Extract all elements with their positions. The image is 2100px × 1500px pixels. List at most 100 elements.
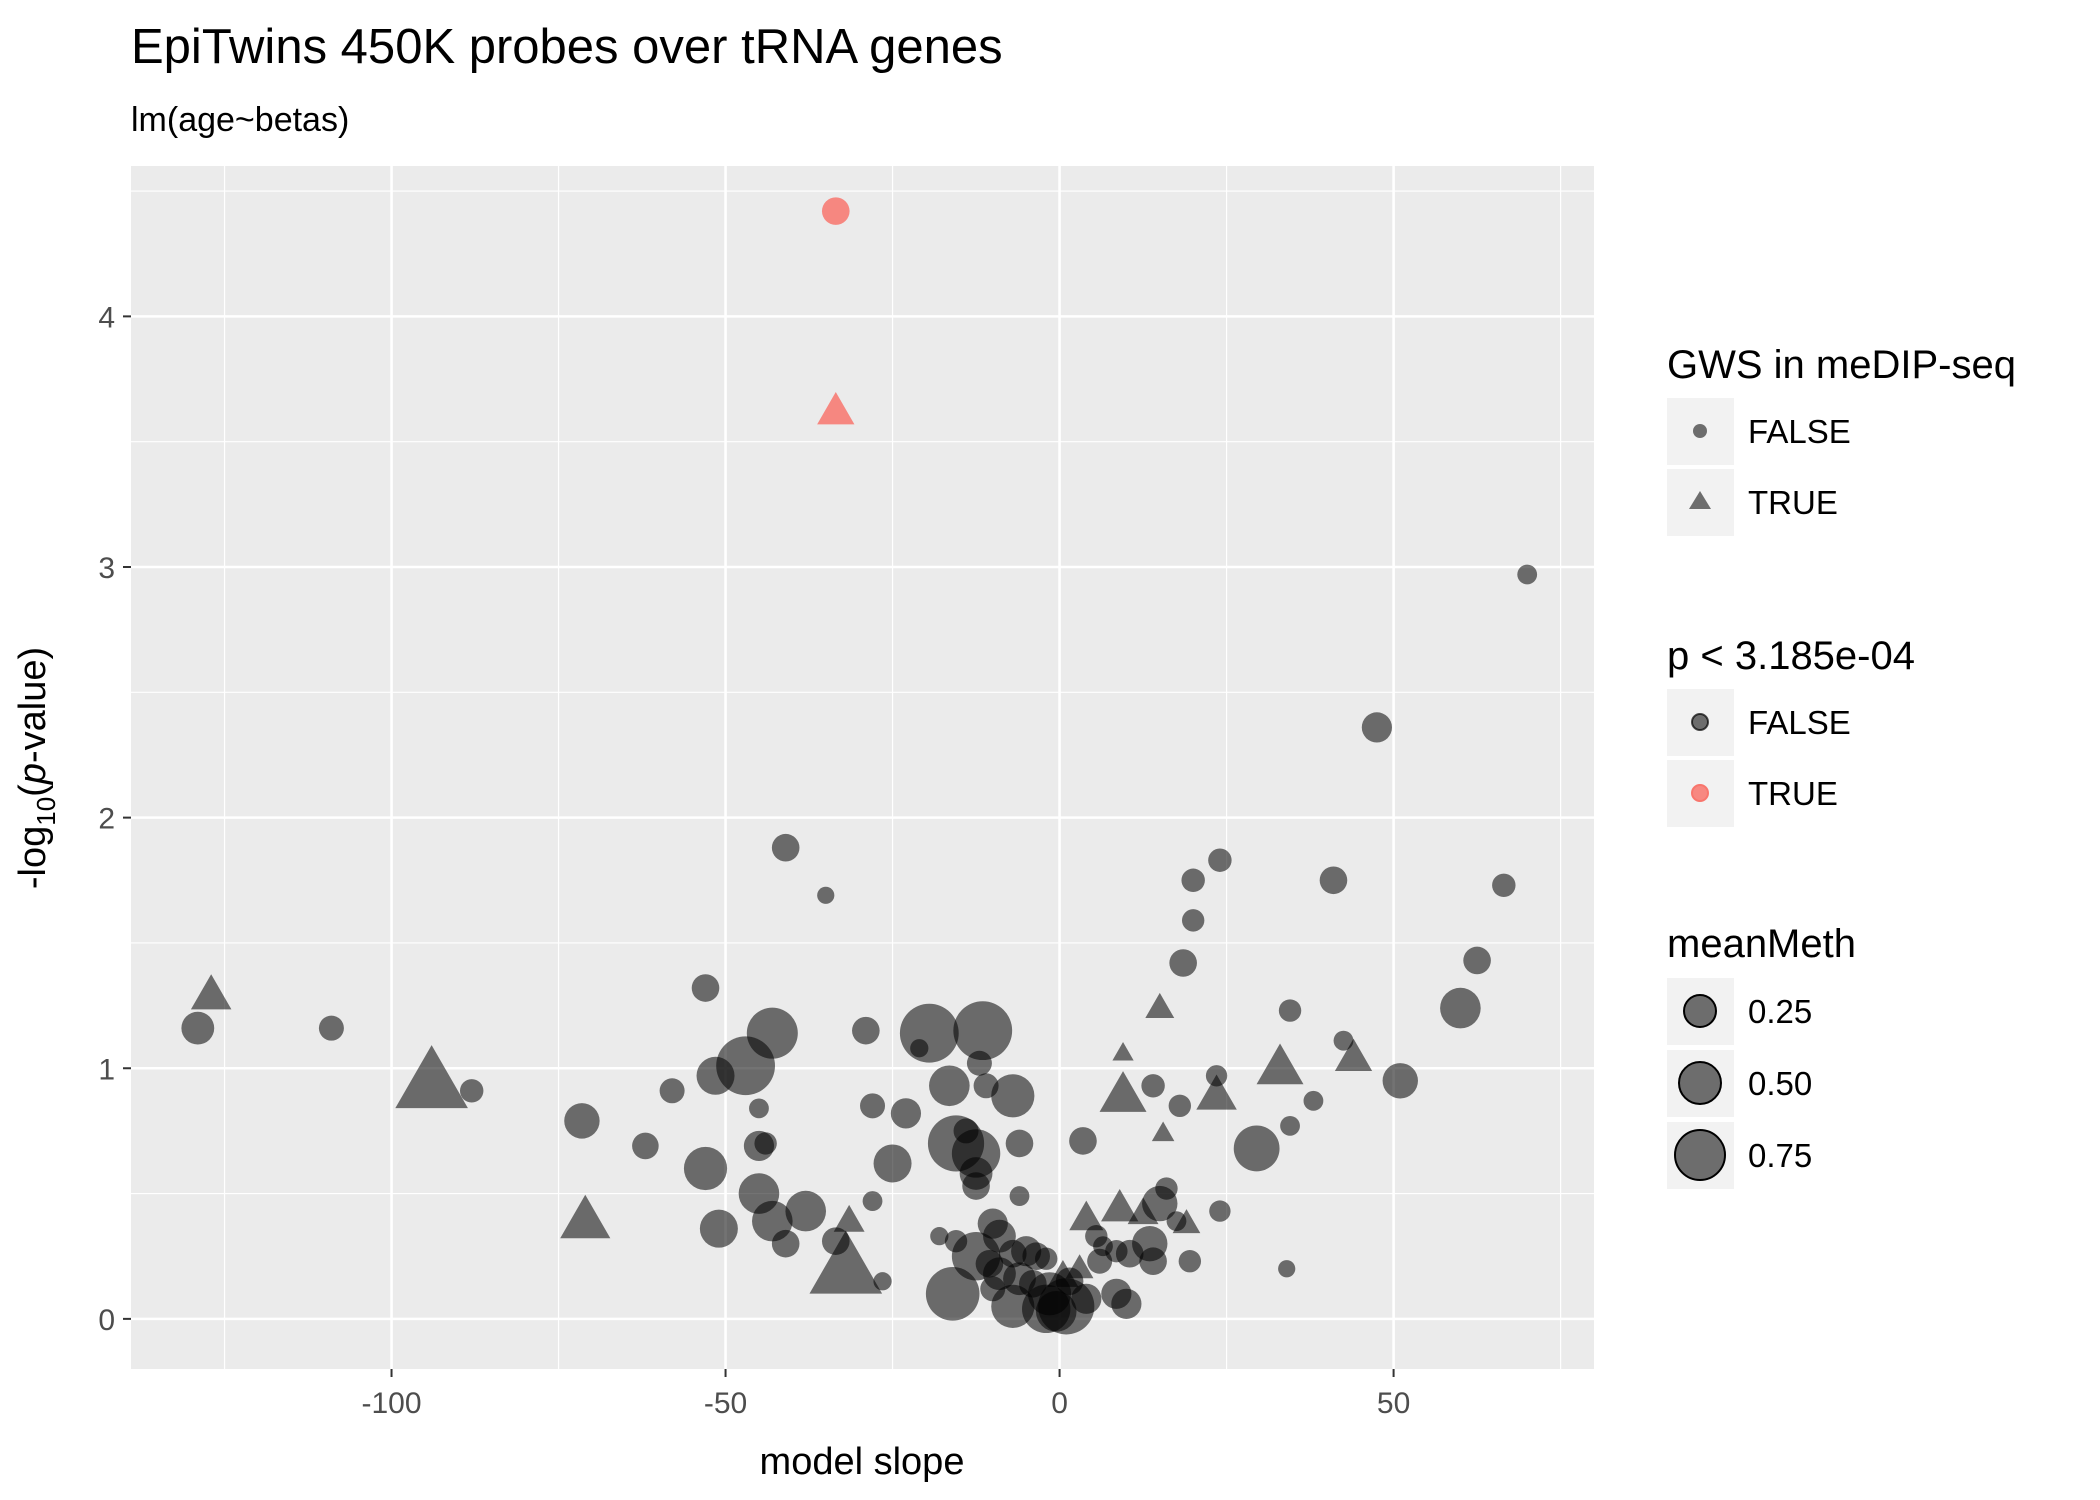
data-point-triangle xyxy=(1069,1200,1104,1231)
data-point-circle xyxy=(1208,848,1232,872)
data-point-circle xyxy=(1463,946,1491,975)
data-point-circle xyxy=(962,1172,990,1200)
data-point-triangle xyxy=(1127,1197,1159,1225)
y-tick-label: 4 xyxy=(98,301,115,334)
data-point-circle xyxy=(860,1093,886,1119)
data-point-circle xyxy=(925,1267,980,1321)
x-tick-label: 50 xyxy=(1377,1387,1410,1420)
data-point-circle xyxy=(899,1003,959,1063)
legend-circle-red-icon xyxy=(1691,784,1709,802)
legend-color: p < 3.185e-04 FALSE TRUE xyxy=(1667,634,1915,827)
data-point-circle xyxy=(1035,1247,1058,1270)
legend-size-label-075: 0.75 xyxy=(1748,1137,1812,1174)
data-point-circle xyxy=(817,886,835,904)
data-point-triangle xyxy=(1101,1188,1139,1222)
legend-size-title: meanMeth xyxy=(1667,922,1856,966)
data-point-circle xyxy=(459,1079,484,1103)
data-point-circle xyxy=(1181,909,1205,932)
plot-panel xyxy=(131,166,1594,1369)
y-tick-label: 0 xyxy=(98,1304,115,1337)
data-point-triangle xyxy=(809,1230,883,1294)
data-point-circle xyxy=(771,1229,800,1258)
chart-subtitle: lm(age~betas) xyxy=(131,101,349,139)
legend-shape-label-true: TRUE xyxy=(1748,484,1838,521)
x-axis-title: model slope xyxy=(760,1441,965,1483)
legend-triangle-icon xyxy=(1689,491,1711,509)
data-point-circle xyxy=(1035,1291,1077,1332)
x-tick-label: -50 xyxy=(704,1387,747,1420)
data-point-circle xyxy=(852,1016,880,1045)
y-axis-title-open: ( xyxy=(12,784,54,797)
data-point-circle xyxy=(1168,1094,1192,1118)
data-point-triangle xyxy=(1112,1042,1134,1061)
data-point-circle xyxy=(564,1103,600,1139)
data-point-circle xyxy=(696,1056,735,1095)
data-point-circle xyxy=(1319,866,1348,895)
data-point-circle xyxy=(683,1146,728,1191)
legend-size-075-icon xyxy=(1674,1129,1726,1181)
data-point-circle xyxy=(1181,868,1205,893)
data-point-circle xyxy=(691,974,720,1002)
data-point-triangle xyxy=(190,974,232,1010)
axes: -100 -50 0 50 0 1 2 3 4 xyxy=(98,301,1410,1420)
data-point-circle xyxy=(1069,1127,1097,1155)
data-point-circle xyxy=(1009,1186,1030,1206)
data-point-circle xyxy=(785,1190,827,1232)
data-point-circle xyxy=(1361,712,1392,743)
x-tick-label: 0 xyxy=(1051,1387,1068,1420)
y-tick-label: 3 xyxy=(98,552,115,585)
y-axis-title-rest: -value) xyxy=(12,647,54,763)
legend-size-050-icon xyxy=(1678,1061,1722,1105)
data-point-triangle xyxy=(395,1045,468,1109)
legend-circle-black-icon xyxy=(1691,713,1709,731)
data-point-circle xyxy=(873,1272,892,1291)
data-point-triangle xyxy=(1172,1209,1201,1234)
legend-shape-label-false: FALSE xyxy=(1748,413,1851,450)
data-point-circle xyxy=(1005,1129,1034,1158)
data-point-circle xyxy=(873,1144,912,1183)
data-point-circle xyxy=(1178,1250,1202,1273)
data-point-triangle xyxy=(1145,992,1175,1019)
data-point-circle xyxy=(754,1132,777,1155)
data-point-circle xyxy=(1233,1125,1280,1172)
data-point-circle xyxy=(929,1065,970,1107)
data-point-circle xyxy=(953,1001,1013,1061)
data-point-circle xyxy=(890,1098,922,1129)
chart-title: EpiTwins 450K probes over tRNA genes xyxy=(131,20,1003,74)
data-point-circle xyxy=(1382,1063,1418,1099)
data-point-circle xyxy=(1111,1288,1142,1319)
data-point-circle xyxy=(862,1191,883,1211)
data-point-circle xyxy=(1169,949,1197,977)
data-point-circle xyxy=(1492,873,1516,898)
data-point-circle xyxy=(1087,1248,1113,1274)
data-point-triangle xyxy=(1256,1043,1304,1085)
data-point-triangle xyxy=(1334,1038,1373,1071)
data-point-circle xyxy=(318,1015,344,1041)
data-point-circle xyxy=(1278,1260,1296,1278)
data-point-circle xyxy=(1303,1090,1324,1111)
legend-size-label-025: 0.25 xyxy=(1748,993,1812,1030)
legend-color-label-true: TRUE xyxy=(1748,775,1838,812)
legend-size: meanMeth 0.25 0.50 0.75 xyxy=(1667,922,1856,1189)
y-axis-title: -log10(p-value) xyxy=(12,647,61,889)
legend-size-025-icon xyxy=(1683,994,1717,1028)
data-point-circle xyxy=(749,1098,769,1119)
legend-circle-icon xyxy=(1693,424,1707,438)
legend-shape-title: GWS in meDIP-seq xyxy=(1667,343,2016,387)
data-point-circle xyxy=(1141,1074,1165,1098)
legend-size-label-050: 0.50 xyxy=(1748,1065,1812,1102)
data-point-circle xyxy=(1517,564,1538,585)
data-point-triangle xyxy=(1099,1071,1147,1112)
data-point-triangle xyxy=(1196,1074,1237,1110)
data-point-circle xyxy=(1139,1247,1167,1276)
y-axis-title-italic: p xyxy=(12,763,54,785)
grid-lines xyxy=(131,166,1594,1369)
data-point-circle xyxy=(1333,1030,1354,1051)
legend-color-title: p < 3.185e-04 xyxy=(1667,634,1915,678)
data-point-circle xyxy=(1280,1115,1300,1136)
y-tick-label: 1 xyxy=(98,1053,115,1086)
data-point-triangle xyxy=(817,391,855,425)
data-point-circle xyxy=(1440,987,1481,1029)
y-axis-title-prefix: -log xyxy=(12,826,54,889)
